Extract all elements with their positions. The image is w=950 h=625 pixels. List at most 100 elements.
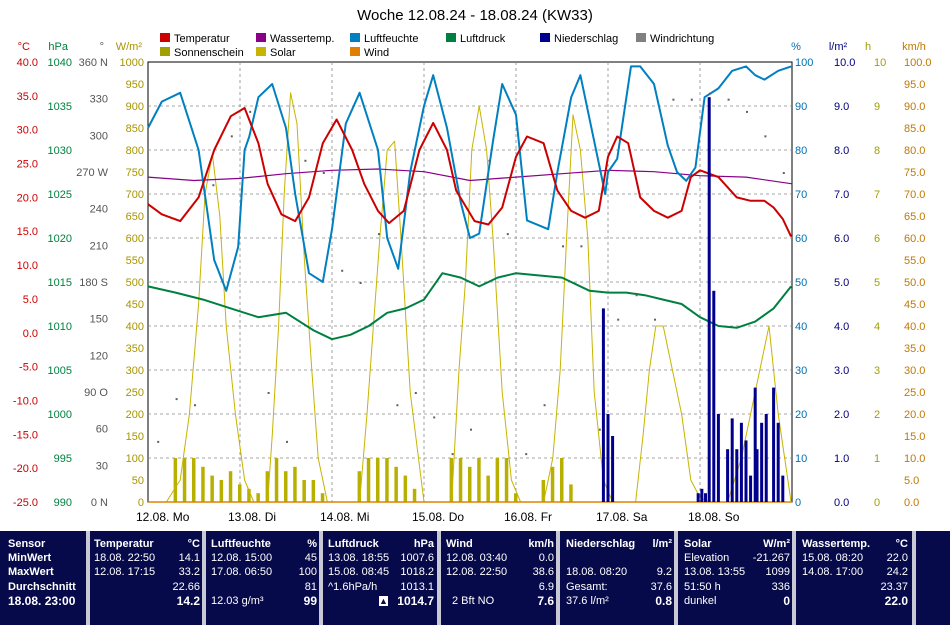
luftdruck-header: Luftdruck [328, 538, 379, 550]
sunshine-bar [201, 466, 205, 502]
wassertemp-current-value: 22.0 [884, 593, 908, 608]
winddir-dot [580, 245, 583, 248]
solar-tick-label: 550 [126, 255, 144, 267]
luftfeuchte-min-time: 12.08. 15:00 [211, 552, 273, 565]
sunshine-bar [495, 458, 500, 502]
temp-tick-label: 10.0 [17, 260, 38, 272]
legend-swatch [256, 33, 266, 42]
wind-tick-label: 30.0 [904, 365, 925, 377]
legend-swatch [350, 47, 360, 56]
sunshine-bar [210, 475, 214, 502]
panel-separator [792, 531, 796, 625]
winddir-dot [286, 440, 288, 443]
panel-separator [86, 531, 90, 625]
sensor-header: Sensor [8, 538, 46, 550]
sunshine-bar [449, 458, 454, 502]
temp-tick-label: -15.0 [13, 429, 38, 441]
sunshine-bar [311, 480, 316, 502]
current-time-label: 18.08. 23:00 [8, 593, 76, 608]
panel-separator [674, 531, 678, 625]
rain-tick-label: 8.0 [834, 145, 849, 157]
luftfeuchte-absolute: 12.03 g/m³ [211, 594, 264, 607]
luftdruck-avg-value: 1013.1 [400, 580, 434, 593]
solar-header: Solar [684, 538, 712, 550]
sunshine-bar [238, 484, 242, 502]
solar-max-value: 1099 [765, 566, 790, 579]
rain-bar [730, 418, 734, 502]
sun-tick-label: 4 [874, 321, 880, 333]
temp-tick-label: 0.0 [23, 328, 38, 340]
wind-tick-label: 75.0 [904, 167, 925, 179]
wind-tick-label: 0.0 [904, 497, 919, 509]
summary-panel: Sensor MinWert MaxWert Durchschnitt 18.0… [0, 531, 950, 625]
solar-tick-label: 100 [126, 453, 144, 465]
solar-column: Solar W/m² Elevation -21.267 13.08. 13:55 1… [684, 537, 790, 623]
sunshine-bar [504, 458, 509, 502]
solar-unit-label: W/m² [116, 41, 143, 53]
wind-column: Wind km/h 12.08. 03:40 0.0 12.08. 22:50 38.… [446, 537, 554, 623]
winddir-dot [598, 428, 601, 431]
rain-bar [772, 387, 776, 502]
sunshine-bar [192, 458, 196, 502]
winddir-dot [506, 233, 509, 236]
pressure-tick-label: 1010 [48, 321, 72, 333]
rain-bar [726, 449, 730, 502]
humidity-tick-label: 20 [795, 409, 807, 421]
wind-tick-label: 80.0 [904, 145, 925, 157]
solar-tick-label: 400 [126, 321, 144, 333]
temp-tick-label: 40.0 [17, 57, 38, 69]
temperatur-current-value: 14.2 [176, 593, 200, 608]
temperatur-unit: °C [187, 538, 200, 550]
rain-tick-label: 5.0 [834, 277, 849, 289]
sunshine-bar [486, 475, 490, 502]
temperatur-header: Temperatur [94, 538, 154, 550]
pressure-tick-label: 1040 [48, 57, 72, 69]
rain-bar [753, 387, 757, 502]
sun-tick-label: 10 [874, 57, 886, 69]
wind-current-value: 7.6 [537, 593, 554, 608]
luftdruck-current-value: 1014.7 [397, 593, 434, 608]
winddir-dot [617, 318, 620, 321]
winddir-dot [672, 98, 675, 101]
luftdruck-column: Luftdruck hPa 13.08. 18:55 1007.6 15.08. 0… [328, 537, 434, 623]
solar-tick-label: 1000 [120, 57, 144, 69]
luftdruck-max-value: 1018.2 [400, 566, 434, 579]
winddir-dot [433, 416, 436, 419]
winddir-dot [230, 135, 233, 138]
winddir-dot [267, 392, 270, 394]
luftdruck-unit: hPa [413, 538, 434, 550]
winddir-dot [212, 184, 215, 187]
wassertemp-header: Wassertemp. [802, 538, 871, 550]
wind-tick-label: 100.0 [904, 57, 932, 69]
winddir-dot [562, 245, 564, 248]
weather-chart: Woche 12.08.24 - 18.08.24 (KW33) Temperat… [13, 7, 932, 524]
temperatur-column: Temperatur °C 18.08. 22:50 14.1 12.08. 17:… [94, 537, 200, 623]
winddir-dot [157, 440, 160, 443]
day-label: 16.08. Fr [504, 510, 552, 524]
luftfeuchte-column: Luftfeuchte% 12.08. 15:00 45 17.08. 06:50… [211, 537, 317, 623]
niederschlag-max-time: 18.08. 08:20 [566, 566, 628, 579]
sunshine-bar [284, 471, 288, 502]
rain-bar [696, 493, 700, 502]
wind-unit-label: km/h [902, 41, 926, 53]
winddir-dot [782, 172, 785, 174]
legend-label: Windrichtung [650, 33, 714, 45]
legend-swatch [446, 33, 456, 42]
rain-tick-label: 4.0 [834, 321, 849, 333]
solar-tick-label: 300 [126, 365, 144, 377]
rain-bar [744, 440, 748, 502]
wind-tick-label: 70.0 [904, 189, 925, 201]
temp-tick-label: 20.0 [17, 192, 38, 204]
wassertemp-unit: °C [895, 538, 908, 550]
temp-tick-label: -10.0 [13, 395, 38, 407]
solar-tick-label: 950 [126, 79, 144, 91]
humidity-tick-label: 70 [795, 189, 807, 201]
temp-tick-label: 5.0 [23, 294, 38, 306]
wind-tick-label: 65.0 [904, 211, 925, 223]
sun-tick-label: 5 [874, 277, 880, 289]
solar-tick-label: 650 [126, 211, 144, 223]
luftfeuchte-unit: % [307, 538, 317, 550]
humidity-tick-label: 0 [795, 497, 801, 509]
luftfeuchte-line [147, 65, 792, 292]
sunshine-bar [182, 458, 187, 502]
